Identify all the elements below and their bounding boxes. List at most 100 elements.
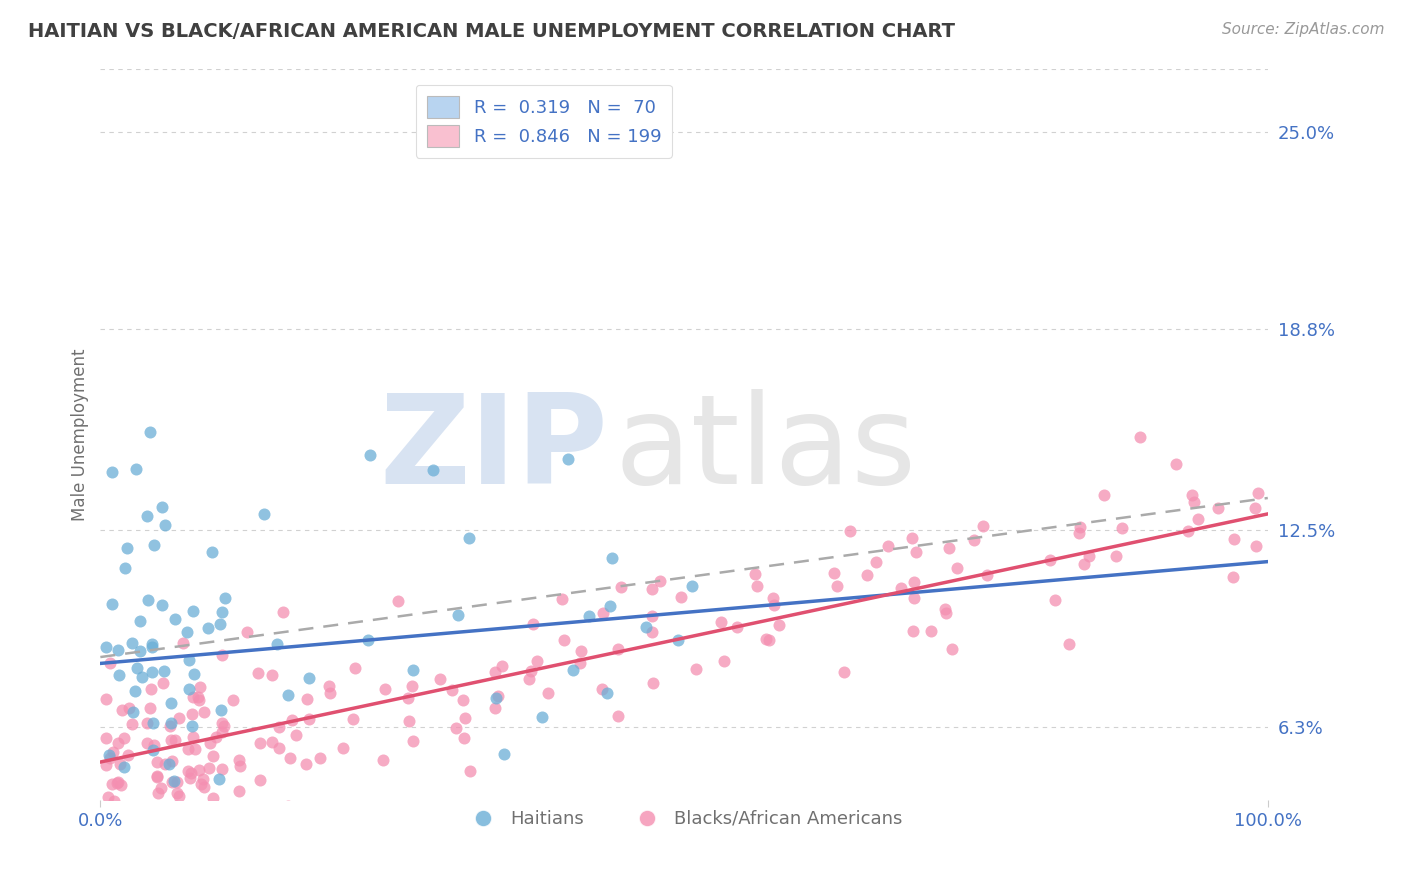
Point — [121, 716, 143, 731]
Point — [141, 665, 163, 679]
Point — [287, 799, 309, 814]
Point — [169, 711, 191, 725]
Point — [180, 719, 202, 733]
Point — [277, 688, 299, 702]
Point — [249, 736, 271, 750]
Point — [105, 776, 128, 790]
Point — [181, 730, 204, 744]
Point — [298, 712, 321, 726]
Point — [401, 734, 423, 748]
Point — [484, 665, 506, 679]
Point — [107, 643, 129, 657]
Point — [308, 751, 330, 765]
Point — [768, 618, 790, 632]
Point — [832, 665, 855, 679]
Point — [1247, 486, 1270, 500]
Point — [141, 637, 163, 651]
Point — [669, 590, 692, 604]
Point — [103, 795, 125, 809]
Point — [762, 591, 785, 605]
Point — [190, 777, 212, 791]
Point — [125, 462, 148, 476]
Point — [569, 656, 592, 670]
Point — [938, 541, 960, 555]
Point — [295, 757, 318, 772]
Point — [117, 541, 139, 556]
Point — [273, 605, 295, 619]
Point — [136, 593, 159, 607]
Point — [485, 691, 508, 706]
Point — [562, 663, 585, 677]
Point — [295, 692, 318, 706]
Point — [101, 809, 124, 823]
Point — [446, 721, 468, 735]
Point — [458, 764, 481, 779]
Point — [935, 606, 957, 620]
Point — [159, 719, 181, 733]
Point — [318, 679, 340, 693]
Point — [1206, 501, 1229, 516]
Point — [877, 540, 900, 554]
Point — [396, 691, 419, 706]
Point — [744, 566, 766, 581]
Point — [107, 775, 129, 789]
Point — [710, 615, 733, 630]
Point — [183, 667, 205, 681]
Point — [163, 774, 186, 789]
Point — [96, 640, 118, 655]
Point — [131, 670, 153, 684]
Point — [441, 682, 464, 697]
Point — [422, 463, 444, 477]
Point — [592, 606, 614, 620]
Point — [359, 448, 381, 462]
Point — [211, 648, 233, 662]
Point — [110, 778, 132, 792]
Point — [262, 668, 284, 682]
Point — [205, 731, 228, 745]
Point — [155, 518, 177, 533]
Point — [211, 762, 233, 776]
Point — [211, 605, 233, 619]
Point — [745, 579, 768, 593]
Point — [402, 663, 425, 677]
Point — [387, 594, 409, 608]
Point — [143, 537, 166, 551]
Point — [429, 672, 451, 686]
Point — [641, 582, 664, 597]
Point — [963, 533, 986, 547]
Point — [193, 780, 215, 794]
Point — [266, 637, 288, 651]
Point — [557, 451, 579, 466]
Point — [900, 532, 922, 546]
Point — [193, 705, 215, 719]
Point — [187, 693, 209, 707]
Point — [1073, 558, 1095, 572]
Point — [578, 608, 600, 623]
Point — [1187, 512, 1209, 526]
Point — [212, 718, 235, 732]
Point — [247, 666, 270, 681]
Point — [152, 676, 174, 690]
Point — [211, 724, 233, 739]
Point — [553, 632, 575, 647]
Point — [150, 500, 173, 514]
Point — [146, 755, 169, 769]
Point — [537, 685, 560, 699]
Point — [141, 681, 163, 696]
Point — [155, 757, 177, 772]
Point — [142, 743, 165, 757]
Point — [666, 632, 689, 647]
Point — [901, 624, 924, 638]
Point — [135, 715, 157, 730]
Point — [1223, 532, 1246, 546]
Point — [198, 736, 221, 750]
Point — [197, 621, 219, 635]
Point — [165, 809, 187, 823]
Point — [111, 703, 134, 717]
Point — [228, 784, 250, 798]
Point — [825, 579, 848, 593]
Point — [101, 745, 124, 759]
Point — [267, 740, 290, 755]
Point — [713, 654, 735, 668]
Point — [180, 766, 202, 780]
